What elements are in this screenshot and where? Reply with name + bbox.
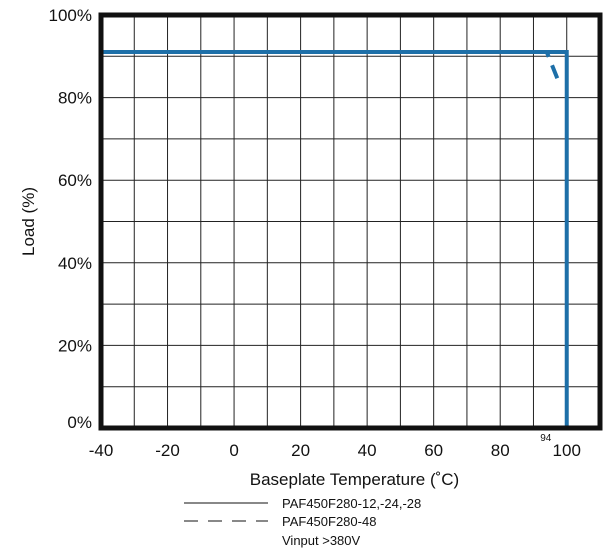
series-line-dashed: [101, 50, 562, 86]
y-tick-label: 60%: [58, 171, 92, 190]
x-tick-label: 20: [291, 441, 310, 460]
legend-note: Vinput >380V: [282, 533, 361, 548]
series-layer: [101, 50, 569, 428]
annotation-label: 94: [540, 433, 552, 444]
x-tick-label: 100: [553, 441, 581, 460]
y-tick-label: 40%: [58, 254, 92, 273]
legend: PAF450F280-12,-24,-28 PAF450F280-48 Vinp…: [184, 496, 421, 548]
legend-label-solid: PAF450F280-12,-24,-28: [282, 496, 421, 511]
legend-label-dashed: PAF450F280-48: [282, 514, 376, 529]
x-tick-label: 80: [491, 441, 510, 460]
y-tick-label: 20%: [58, 336, 92, 355]
y-axis-title: Load (%): [19, 187, 38, 256]
x-axis-title: Baseplate Temperature (˚C): [250, 470, 459, 489]
y-axis-ticks: 0% 20% 40% 60% 80% 100%: [49, 6, 92, 432]
x-tick-label: -40: [89, 441, 114, 460]
grid: [101, 15, 600, 428]
x-axis-ticks: -40 -20 0 20 40 60 80 100: [89, 441, 581, 460]
plot-frame: [98, 12, 603, 431]
x-tick-label: -20: [155, 441, 180, 460]
x-tick-label: 0: [229, 441, 238, 460]
annotations: 94: [540, 433, 552, 444]
x-tick-label: 40: [358, 441, 377, 460]
y-tick-label: 80%: [58, 89, 92, 108]
series-line-solid: [101, 50, 569, 428]
y-tick-label: 0%: [67, 413, 92, 432]
y-tick-label: 100%: [49, 6, 92, 25]
x-tick-label: 60: [424, 441, 443, 460]
